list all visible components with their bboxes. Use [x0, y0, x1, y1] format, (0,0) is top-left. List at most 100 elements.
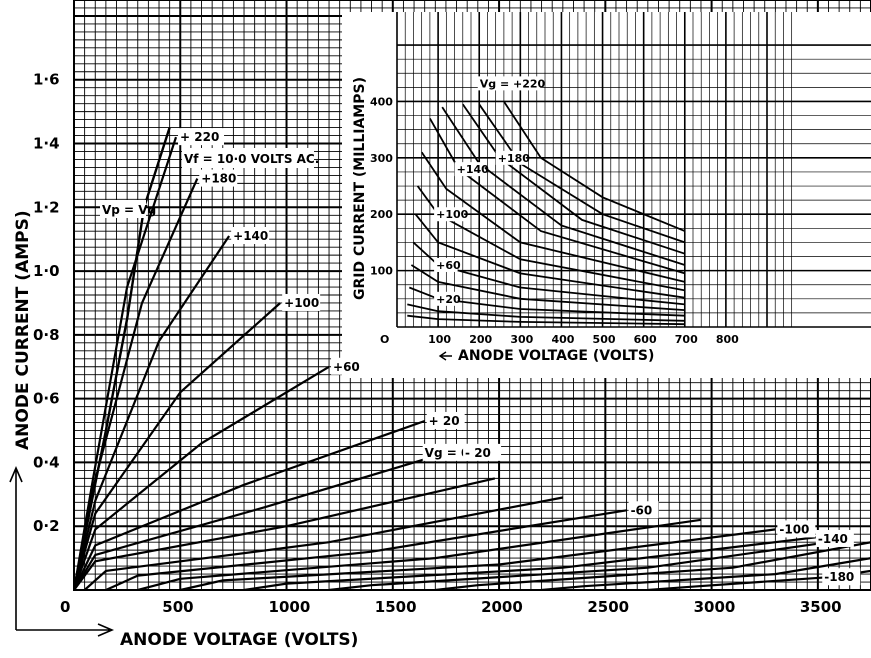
- inset-curve-plus220: [503, 101, 686, 232]
- main-curve-plus20: [74, 419, 426, 590]
- inset-series-label: +140: [454, 162, 490, 177]
- main-series-label: -60: [628, 501, 659, 519]
- main-y-tick-label: 1·2: [33, 198, 60, 216]
- main-series-label: - 20: [463, 443, 502, 461]
- inset-series-label-text: +180: [498, 152, 531, 165]
- inset-x-tick-label: 700: [675, 333, 698, 346]
- inset-y-axis-title: GRID CURRENT (MILLIAMPS): [352, 77, 368, 300]
- main-series-label: +60: [331, 357, 362, 375]
- inset-curve-plus200: [478, 103, 686, 244]
- main-curve-minus180: [541, 557, 871, 590]
- main-series-label: + 220: [178, 128, 225, 146]
- main-series-label: +100: [282, 293, 321, 311]
- main-x-tick-label: 500: [162, 598, 193, 616]
- inset-curve-plus80: [414, 213, 685, 299]
- main-curve-plus60: [74, 365, 330, 590]
- main-x-tick-label: 3500: [800, 598, 842, 616]
- inset-y-tick-label: 200: [370, 208, 393, 221]
- main-curve-minus120: [243, 534, 829, 590]
- main-curve-minus100: [180, 528, 776, 590]
- y-arrow: [9, 465, 23, 630]
- main-series-label: + 20: [426, 411, 465, 429]
- main-series-label-text: -60: [631, 503, 653, 517]
- main-y-tick-label: 1·6: [33, 71, 60, 89]
- main-series-label: -140: [815, 529, 854, 547]
- inset-y-tick-label: 400: [370, 95, 393, 108]
- main-series-label-text: +100: [284, 296, 319, 310]
- inset-curve-plus100: [416, 185, 685, 292]
- inset-series-label: +60: [434, 257, 461, 272]
- inset-grid-current-chart: [342, 12, 871, 378]
- boundary-label: Vp = Vg: [100, 200, 156, 218]
- inset-x-tick-label: 600: [634, 333, 657, 346]
- main-series-label-text: +140: [233, 229, 268, 243]
- main-series-label: +140: [231, 227, 270, 244]
- main-curve-minus80: [137, 518, 702, 590]
- main-y-tick-label: 0·2: [33, 517, 60, 535]
- inset-curves: [407, 101, 686, 326]
- main-series-label-text: - 20: [465, 446, 491, 460]
- main-curve-plus140: [74, 235, 231, 590]
- inset-series-label-text: +140: [457, 163, 490, 176]
- main-x-tick-label: 1500: [375, 598, 417, 616]
- main-x-tick-label: 2000: [481, 598, 523, 616]
- main-x-axis-title: ANODE VOLTAGE (VOLTS): [120, 630, 358, 650]
- inset-series-label-text: +20: [436, 293, 461, 306]
- main-series-label-text: + 20: [429, 414, 460, 428]
- main-series-label-text: -140: [818, 532, 848, 546]
- inset-series-label-text: Vg = +220: [480, 77, 546, 90]
- inset-series-label-text: +60: [436, 259, 461, 272]
- inset-x-tick-label: 300: [510, 333, 533, 346]
- inset-x-tick-label: 500: [593, 333, 616, 346]
- main-series-label: +180: [199, 169, 238, 187]
- inset-series-label: +20: [434, 291, 461, 306]
- main-x-tick-label: 2500: [587, 598, 629, 616]
- main-curve-minus160: [435, 541, 871, 590]
- filament-note: Vf = 10·0 VOLTS AC.: [182, 148, 319, 168]
- main-series-label-text: + 220: [180, 130, 219, 144]
- inset-curve-plus180: [462, 103, 686, 255]
- main-series-label-text: -180: [824, 570, 854, 584]
- x-arrow: [16, 623, 115, 637]
- inset-curve-plus40: [410, 264, 685, 311]
- inset-y-tick-label: 100: [370, 265, 393, 278]
- main-series-label: -180: [822, 568, 861, 586]
- inset-curve-plus140: [429, 117, 686, 275]
- inset-x-arrow: [438, 351, 452, 361]
- inset-curve-plus60: [412, 241, 685, 306]
- main-series-label-text: -100: [779, 522, 809, 536]
- inset-curve-0: [407, 303, 685, 322]
- boundary-label-text: Vp = Vg: [102, 203, 156, 217]
- inset-curve-plus120: [420, 151, 686, 283]
- main-curve-minus40: [83, 496, 564, 590]
- main-y-axis-title: ANODE CURRENT (AMPS): [13, 210, 33, 450]
- main-y-tick-label: 1·4: [33, 135, 60, 153]
- filament-note-text: Vf = 10·0 VOLTS AC.: [184, 152, 319, 166]
- inset-curve-plus20: [408, 286, 685, 317]
- inset-series-label: Vg = +220: [477, 76, 546, 91]
- main-series-label-text: +60: [333, 360, 360, 374]
- inset-x-tick-label: 200: [469, 333, 492, 346]
- main-boundary-curve: [74, 127, 171, 590]
- inset-x-tick-label: 400: [551, 333, 574, 346]
- main-curve-minus20: [74, 477, 496, 590]
- main-series-label-text: +180: [201, 172, 236, 186]
- main-y-tick-label: 0·4: [33, 453, 60, 471]
- inset-x-axis-title: ANODE VOLTAGE (VOLTS): [458, 348, 654, 364]
- main-y-tick-label: 0·8: [33, 326, 60, 344]
- main-series-label-text: Vg = 0: [425, 446, 470, 460]
- main-curve-minus140: [328, 541, 829, 590]
- main-x-tick-label: 0: [60, 598, 70, 616]
- main-curve-0: [74, 448, 457, 590]
- inset-x-tick-label: 800: [716, 333, 739, 346]
- inset-curve-plus160: [441, 106, 686, 266]
- main-y-tick-label: 1·0: [33, 262, 60, 280]
- inset-series-label-text: +100: [436, 208, 469, 221]
- main-x-tick-label: 3000: [694, 598, 736, 616]
- chart-labels: 0 500 1000 1500 2000 2500 3000 3500 0·2 0·4 0·6 0·8…: [9, 71, 861, 650]
- main-y-tick-label: 0·6: [33, 390, 60, 408]
- main-curves: [74, 127, 871, 590]
- inset-y-tick-label: 300: [370, 152, 393, 165]
- main-curve-plus100: [74, 302, 281, 590]
